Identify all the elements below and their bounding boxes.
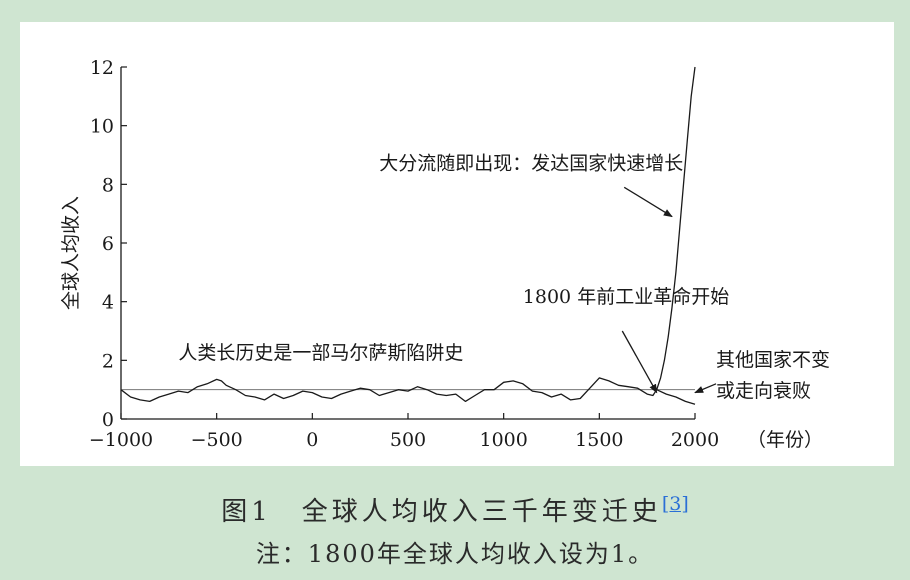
caption-title: 图1 全球人均收入三千年变迁史 xyxy=(221,497,662,527)
annotation-arrow xyxy=(621,330,658,394)
x-tick-label: 1500 xyxy=(575,429,623,451)
x-tick-label: 0 xyxy=(306,429,318,451)
annotation-label: 其他国家不变 xyxy=(716,349,830,371)
series-line-1 xyxy=(120,66,696,403)
series-line-2 xyxy=(656,389,696,405)
x-tick-label: −1000 xyxy=(89,429,153,451)
y-tick-label: 8 xyxy=(102,174,114,196)
y-tick-label: 2 xyxy=(102,350,114,372)
annotation-label: 大分流随即出现：发达国家快速增长 xyxy=(379,153,683,175)
figure-note: 注：1800年全球人均收入设为1。 xyxy=(255,540,655,568)
annotation-arrow xyxy=(694,383,717,394)
y-tick-label: 6 xyxy=(102,233,114,255)
x-axis-unit: （年份） xyxy=(747,429,823,451)
y-tick-label: 4 xyxy=(102,292,114,314)
x-tick-label: 2000 xyxy=(671,429,719,451)
citation-link[interactable]: [3] xyxy=(661,493,689,515)
annotation-arrow xyxy=(623,186,673,218)
annotation-label: 人类长历史是一部马尔萨斯陷阱史 xyxy=(178,342,463,364)
y-axis-label: 全球人均收入 xyxy=(60,196,82,310)
chart-panel: 0 2 4 6 8 10 12 −1000 −500 0 500 1000 1500 2000 全球人均收入… xyxy=(20,22,894,466)
x-tick-label: −500 xyxy=(191,429,243,451)
y-tick-label: 12 xyxy=(90,57,114,79)
x-tick-label: 1000 xyxy=(479,429,527,451)
y-tick-label: 0 xyxy=(102,409,114,431)
y-tick-label: 10 xyxy=(90,116,114,138)
x-tick-label: 500 xyxy=(390,429,426,451)
income-chart: 0 2 4 6 8 10 12 −1000 −500 0 500 1000 1500 2000 全球人均收入… xyxy=(60,57,830,451)
figure-caption: 图1 全球人均收入三千年变迁史[3] xyxy=(0,491,910,528)
annotation-label: 或走向衰败 xyxy=(716,380,811,402)
annotation-label: 1800 年前工业革命开始 xyxy=(523,286,729,308)
